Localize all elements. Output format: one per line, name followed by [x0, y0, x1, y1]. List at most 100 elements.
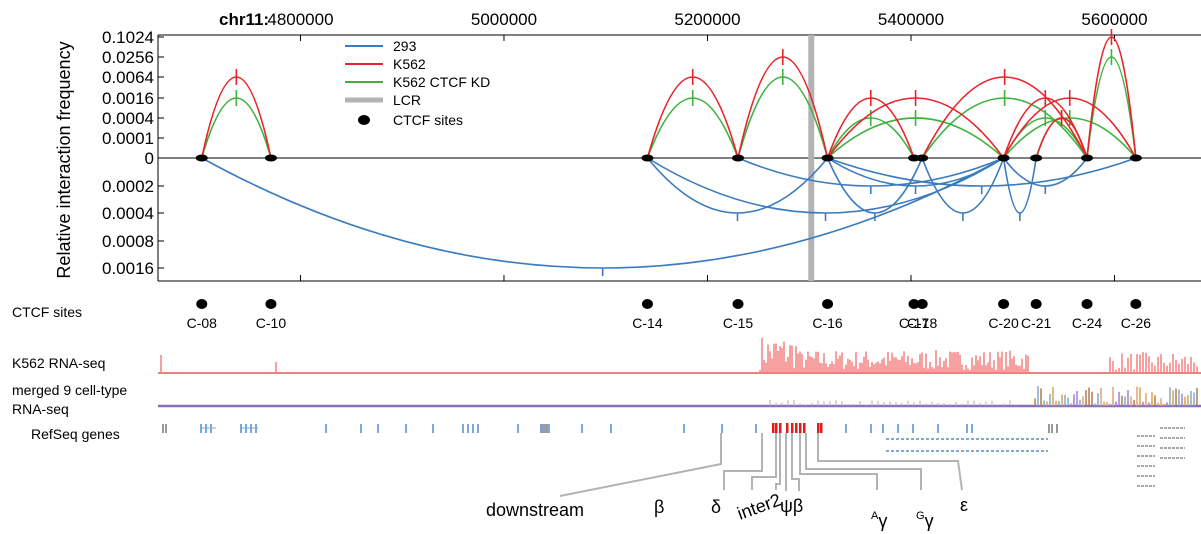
- refseq-gene-exon: [548, 424, 550, 433]
- refseq-gene-exon: [610, 424, 612, 433]
- refseq-gene-exon: [912, 424, 914, 433]
- ctcf-site-dot: [196, 299, 208, 309]
- refseq-globin-exon: [817, 423, 820, 433]
- refseq-gene-exon: [325, 424, 327, 433]
- ctcf-site-marker: [732, 154, 745, 162]
- gene-label-ggamma: Gγ: [916, 510, 934, 531]
- k562-rnaseq-track: [158, 337, 1201, 374]
- gene-callout-line: [817, 433, 963, 491]
- refseq-gene-exon-grey: [162, 424, 164, 433]
- arc-293: [646, 157, 829, 214]
- ctcf-site-marker: [821, 154, 834, 162]
- arc-k562: [200, 76, 272, 159]
- ctcf-site-label: C-16: [812, 315, 843, 331]
- legend-label-ctcf: CTCF sites: [393, 112, 463, 128]
- refseq-gene-exon: [432, 424, 434, 433]
- ctcf-site-label: C-26: [1121, 315, 1152, 331]
- ctcf-site-label: C-14: [632, 315, 663, 331]
- x-tick-label: 5200000: [674, 10, 740, 29]
- refseq-globin-exon: [803, 423, 806, 433]
- arc-293: [1002, 157, 1037, 214]
- refseq-gene-exon: [937, 424, 939, 433]
- y-tick-label: 0.0016: [102, 259, 154, 278]
- ctcf-site-marker: [1129, 154, 1142, 162]
- gene-label-downstream: downstream: [486, 500, 584, 520]
- refseq-gene-exon: [897, 424, 899, 433]
- ctcf-site-label: C-18: [907, 315, 938, 331]
- y-tick-label: 0.0001: [102, 129, 154, 148]
- refseq-gene-exon: [721, 424, 723, 433]
- legend-label-293: 293: [393, 38, 417, 54]
- ctcf-site-label: C-15: [723, 315, 754, 331]
- refseq-gene-exon: [971, 424, 973, 433]
- refseq-globin-exon: [786, 423, 789, 433]
- ctcf-track-label: CTCF sites: [12, 304, 82, 320]
- gene-label-epsilon: ε: [960, 495, 968, 515]
- refseq-label: RefSeq genes: [31, 426, 120, 442]
- x-axis-tick-labels: 4800000 5000000 5200000 5400000 5600000: [267, 10, 1147, 29]
- refseq-gene-exon-grey: [1056, 424, 1058, 433]
- gene-label-agamma-base: γ: [878, 511, 887, 531]
- refseq-gene-exon: [405, 424, 407, 433]
- merged-rnaseq-label-1: merged 9 cell-type: [12, 382, 127, 398]
- refseq-gene-exon: [360, 424, 362, 433]
- y-tick-label: 0.1024: [102, 28, 154, 47]
- legend-swatch-ctcf: [358, 115, 370, 125]
- k562-rnaseq-label: K562 RNA-seq: [12, 355, 105, 371]
- refseq-globin-exon: [772, 423, 775, 433]
- gene-callout-line: [799, 433, 878, 490]
- y-tick-label: 0: [145, 149, 154, 168]
- x-tick-label: 5400000: [878, 10, 944, 29]
- gene-callout-line: [559, 433, 722, 497]
- ctcf-site-marker: [264, 154, 277, 162]
- gene-label-agamma-sup: A: [871, 510, 879, 522]
- refseq-gene-exon: [683, 424, 685, 433]
- gene-callout-labels: downstream β δ inter2 ψβ Aγ Gγ ε: [486, 490, 968, 531]
- refseq-gene-exon: [755, 424, 757, 433]
- gene-label-ggamma-base: γ: [925, 511, 934, 531]
- refseq-gene-exon-grey: [540, 424, 542, 433]
- refseq-gene-exon: [472, 424, 474, 433]
- refseq-gene-exon: [377, 424, 379, 433]
- ctcf-site-marker: [641, 154, 654, 162]
- ctcf-site-dot: [822, 299, 834, 309]
- arc-293: [1002, 157, 1088, 187]
- x-tick-label: 5600000: [1081, 10, 1147, 29]
- arc-k562-ctcf-kd: [646, 97, 739, 159]
- arc-293: [827, 157, 1005, 187]
- ctcf-site-marker: [195, 154, 208, 162]
- refseq-gene-exon: [966, 424, 968, 433]
- chromosome-label: chr11:: [219, 10, 269, 29]
- arc-k562: [646, 76, 739, 159]
- gene-callout-line: [751, 433, 777, 490]
- y-tick-label: 0.0256: [102, 48, 154, 67]
- refseq-gene-exon: [581, 424, 583, 433]
- ctcf-site-dot: [1081, 299, 1093, 309]
- gene-callout-line: [791, 433, 800, 491]
- y-axis-label: Relative interaction frequency: [54, 41, 74, 278]
- y-tick-label: 0.0064: [102, 68, 154, 87]
- refseq-globin-exon: [775, 423, 778, 433]
- merged-rnaseq-label-2: RNA-seq: [12, 401, 69, 417]
- gene-label-psibeta: ψβ: [780, 496, 803, 516]
- refseq-gene-exon-grey: [546, 424, 548, 433]
- refseq-gene-exon-grey: [1048, 424, 1050, 433]
- gene-callout-line: [723, 433, 763, 490]
- ctcf-site-label: C-24: [1072, 315, 1103, 331]
- y-tick-label: 0.0016: [102, 89, 154, 108]
- ctcf-site-label: C-10: [256, 315, 287, 331]
- refseq-gene-exon: [882, 424, 884, 433]
- interaction-arcs: [195, 29, 1142, 276]
- ctcf-site-label: C-17: [899, 315, 930, 331]
- ctcf-site-dot: [641, 299, 653, 309]
- y-tick-label: 0.0004: [102, 204, 154, 223]
- arc-k562-ctcf-kd: [200, 97, 272, 159]
- ctcf-site-marker: [1030, 154, 1043, 162]
- refseq-globin-exon: [820, 423, 823, 433]
- ctcf-site-dot: [998, 299, 1010, 309]
- refseq-gene-exon: [467, 424, 469, 433]
- ctcf-site-dot: [1130, 299, 1142, 309]
- legend-label-k562: K562: [393, 56, 426, 72]
